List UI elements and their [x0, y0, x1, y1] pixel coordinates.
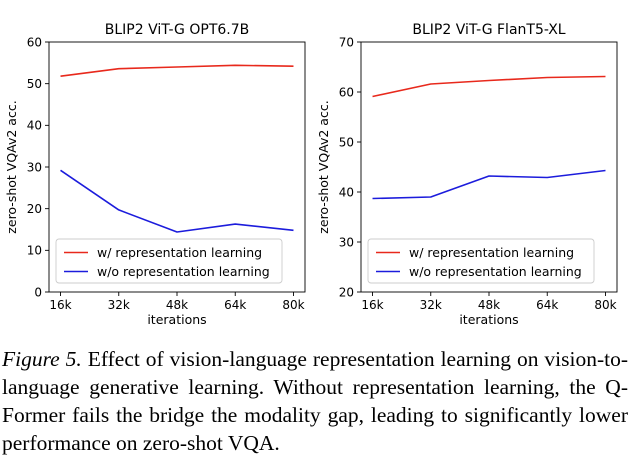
x-tick-label: 48k — [478, 298, 500, 312]
y-tick-label: 30 — [339, 235, 354, 249]
y-tick-label: 60 — [27, 35, 42, 49]
y-tick-label: 0 — [34, 285, 42, 299]
series-line-1 — [372, 75, 606, 98]
legend-label-1: w/ representation learning — [97, 245, 262, 260]
x-tick-label: 16k — [361, 298, 383, 312]
x-axis-label: iterations — [147, 312, 206, 327]
y-tick-label: 20 — [339, 285, 354, 299]
x-tick-label: 48k — [166, 298, 188, 312]
x-tick-label: 32k — [108, 298, 130, 312]
chart-panel-2: BLIP2 ViT-G FlanT5-XL 16k 32k 48k 64k 80k 20 30… — [316, 22, 618, 327]
x-axis-label: iterations — [459, 312, 518, 327]
legend-label-2: w/o representation learning — [409, 264, 582, 279]
legend-label-2: w/o representation learning — [97, 264, 270, 279]
series-line-2 — [372, 169, 606, 200]
chart-panel-1: BLIP2 ViT-G OPT6.7B 16k 32k 48k 64k 80k 0 10 20 3… — [4, 22, 306, 327]
x-tick-label: 16k — [49, 298, 71, 312]
y-tick-label: 70 — [339, 35, 354, 49]
y-tick-label: 50 — [339, 135, 354, 149]
y-tick-label: 40 — [27, 119, 42, 133]
y-tick-label: 10 — [27, 244, 42, 258]
x-tick-label: 32k — [420, 298, 442, 312]
series-line-2 — [60, 169, 294, 233]
y-axis-label: zero-shot VQAv2 acc. — [4, 100, 19, 233]
x-tick-label: 80k — [282, 298, 304, 312]
series-line-1 — [60, 64, 294, 77]
legend-box — [367, 238, 595, 284]
legend-label-1: w/ representation learning — [409, 245, 574, 260]
caption-text: Effect of vision-language representation… — [2, 347, 629, 455]
chart-title: BLIP2 ViT-G OPT6.7B — [105, 22, 250, 38]
y-tick-label: 30 — [27, 160, 42, 174]
y-tick-label: 60 — [339, 85, 354, 99]
y-tick-label: 50 — [27, 77, 42, 91]
legend-box — [55, 238, 283, 284]
y-tick-label: 20 — [27, 202, 42, 216]
x-tick-label: 80k — [594, 298, 616, 312]
figure-caption: Figure 5. Effect of vision-language repr… — [2, 345, 628, 457]
figure-charts: BLIP2 ViT-G OPT6.7B 16k 32k 48k 64k 80k 0 10 20 3… — [4, 22, 618, 327]
y-tick-label: 40 — [339, 185, 354, 199]
chart-title: BLIP2 ViT-G FlanT5-XL — [412, 22, 565, 38]
x-tick-label: 64k — [224, 298, 246, 312]
y-axis-label: zero-shot VQAv2 acc. — [316, 100, 331, 233]
caption-label: Figure 5. — [2, 347, 82, 371]
x-tick-label: 64k — [536, 298, 558, 312]
